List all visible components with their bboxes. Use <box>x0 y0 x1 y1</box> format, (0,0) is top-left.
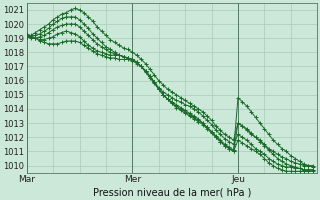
X-axis label: Pression niveau de la mer( hPa ): Pression niveau de la mer( hPa ) <box>93 187 251 197</box>
